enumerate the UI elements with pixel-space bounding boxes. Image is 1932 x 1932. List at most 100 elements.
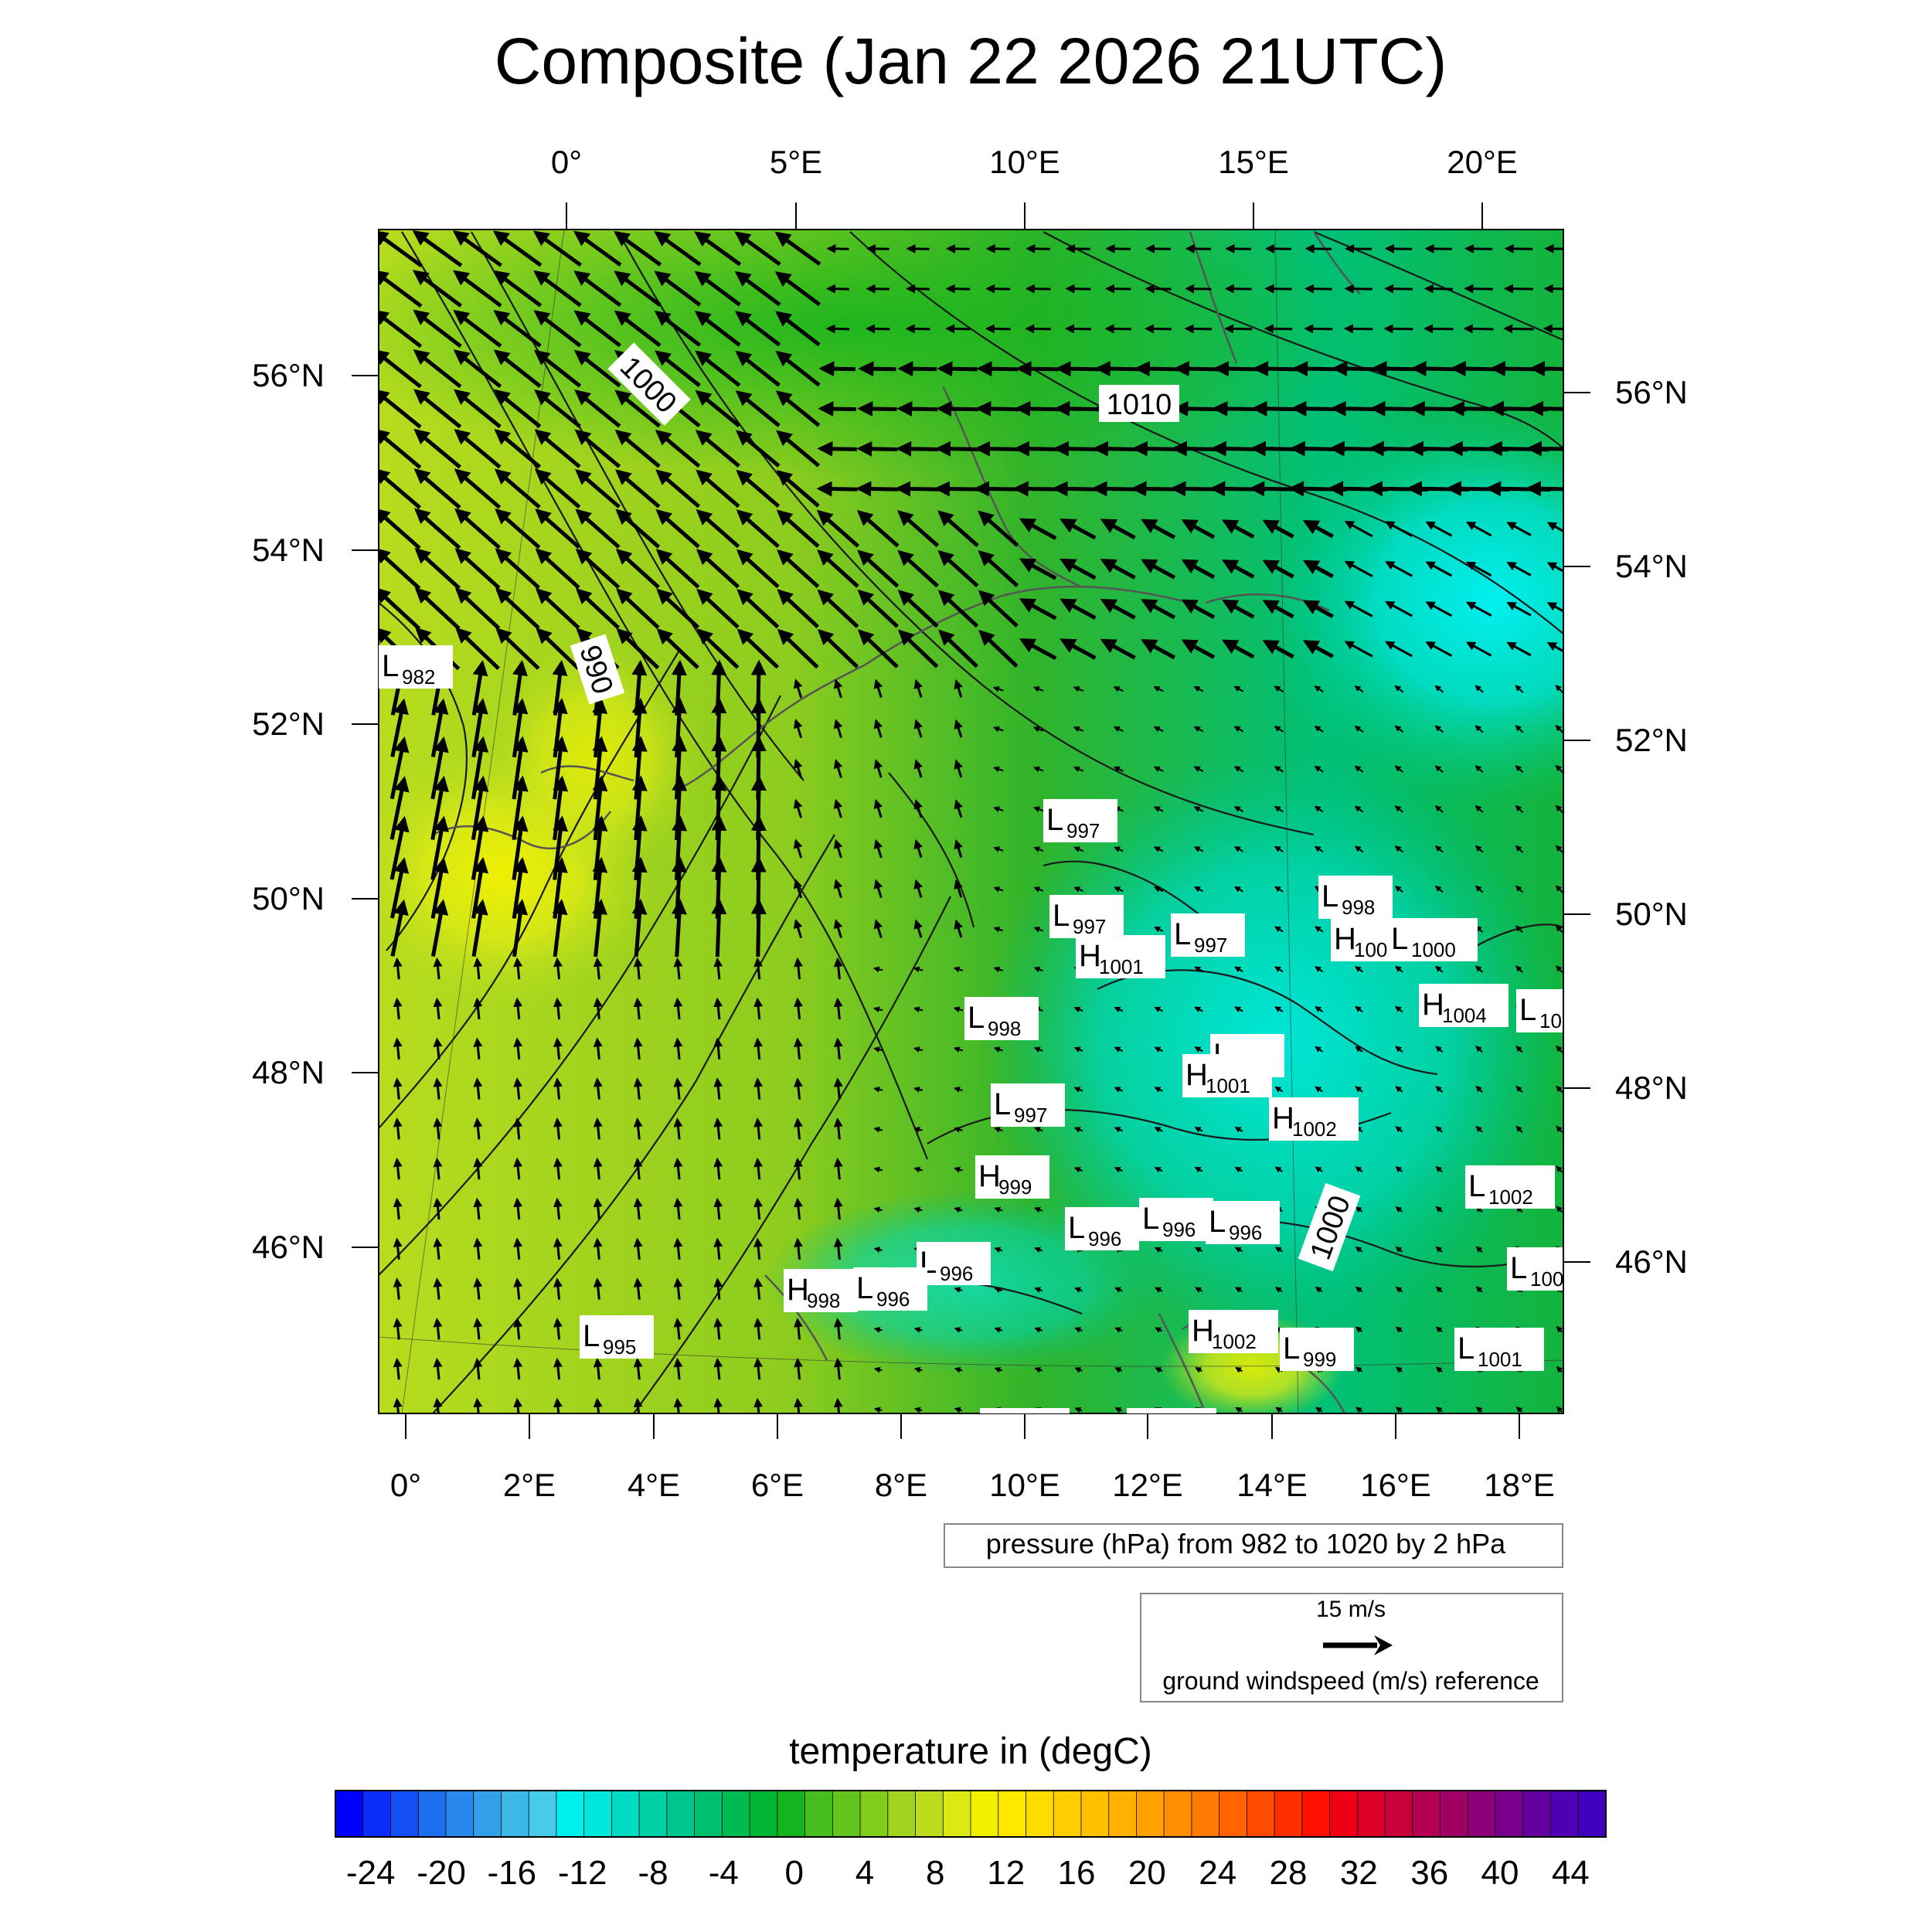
wind-vector	[753, 1117, 764, 1140]
wind-vector	[1194, 1006, 1203, 1013]
wind-vector	[753, 1197, 764, 1220]
wind-vector	[913, 1126, 923, 1133]
wind-vector	[655, 350, 701, 387]
colorbar-cell	[666, 1791, 696, 1837]
colorbar-cell	[1026, 1791, 1054, 1837]
pressure-center-box	[964, 997, 1039, 1040]
wind-vector	[913, 799, 923, 818]
wind-vector	[1113, 766, 1124, 773]
wind-vector	[1435, 1246, 1443, 1253]
wind-vector	[895, 481, 940, 497]
pressure-center-value: 1002	[1212, 1330, 1257, 1353]
wind-vector	[775, 390, 821, 427]
wind-vector	[936, 401, 978, 417]
wind-vector	[513, 1357, 523, 1380]
wind-vector	[954, 679, 963, 698]
pressure-center-value: 1002	[1150, 1428, 1195, 1451]
wind-vector	[1114, 886, 1124, 893]
wind-vector	[1354, 765, 1364, 773]
wind-vector	[1019, 598, 1057, 621]
wind-vector	[473, 1197, 483, 1220]
wind-vector	[593, 1197, 603, 1220]
wind-vector	[934, 481, 981, 497]
wind-vector	[633, 1077, 643, 1100]
pressure-info-box: pressure (hPa) from 982 to 1020 by 2 hPa	[944, 1523, 1563, 1568]
wind-vector	[1034, 1247, 1043, 1253]
pressure-center-type: L	[382, 649, 399, 683]
wind-vector	[954, 1287, 963, 1293]
left-lat-label: 54°N	[252, 532, 325, 568]
wind-vector	[825, 324, 850, 334]
wind-vector	[454, 548, 501, 590]
wind-vector	[1073, 1006, 1083, 1013]
wind-vector	[1504, 284, 1533, 294]
wind-vector	[1395, 1366, 1403, 1373]
wind-reference-speed: 15 m/s	[1316, 1597, 1386, 1622]
left-lat-label: 46°N	[252, 1229, 325, 1265]
wind-vector	[573, 310, 621, 348]
wind-vector	[1434, 725, 1444, 733]
colorbar-tick-label: 16	[1058, 1854, 1096, 1892]
wind-vector	[575, 548, 621, 590]
wind-vector	[513, 997, 523, 1020]
wind-vector	[393, 1077, 403, 1100]
wind-vector	[379, 468, 422, 509]
left-lat-label: 48°N	[252, 1054, 325, 1090]
wind-vector	[1395, 965, 1403, 973]
pressure-center-value: 1004	[1442, 1004, 1487, 1027]
wind-vector	[793, 719, 803, 739]
wind-vector	[1233, 806, 1244, 812]
wind-vector	[1314, 845, 1324, 853]
wind-vector	[873, 1366, 883, 1373]
pressure-center-value: 997	[1014, 1104, 1047, 1127]
wind-vector	[793, 1157, 803, 1180]
pressure-center-value: 998	[807, 1289, 840, 1312]
wind-vector	[975, 440, 1020, 457]
wind-vector	[1556, 1165, 1563, 1173]
wind-vector	[413, 389, 462, 429]
wind-vector	[1395, 1206, 1403, 1213]
wind-vector	[1315, 1086, 1323, 1093]
colorbar-tick-label: 36	[1410, 1854, 1448, 1892]
wind-vector	[494, 389, 542, 428]
pressure-center-box	[580, 1315, 654, 1359]
pressure-center-box	[1516, 989, 1563, 1032]
wind-vector	[905, 324, 930, 334]
wind-vector	[993, 1127, 1003, 1133]
wind-vector	[1555, 925, 1563, 934]
colorbar-cell	[390, 1791, 419, 1837]
wind-vector	[1073, 1046, 1083, 1053]
wind-vector	[1100, 519, 1136, 539]
wind-vector	[593, 1077, 603, 1100]
wind-vector	[818, 401, 856, 417]
wind-vector	[953, 966, 964, 973]
wind-reference-arrowhead	[1374, 1635, 1393, 1655]
wind-vector	[938, 629, 978, 668]
wind-vector	[1434, 685, 1444, 693]
wind-vector	[1556, 1325, 1563, 1333]
wind-vector	[1435, 1406, 1443, 1413]
wind-vector	[1515, 1085, 1523, 1094]
wind-vector	[393, 957, 403, 980]
wind-vector	[1014, 440, 1061, 457]
wind-vector	[713, 957, 723, 980]
pressure-center-box	[1507, 1247, 1563, 1291]
colorbar-tick-label: 44	[1552, 1854, 1590, 1892]
wind-vector	[473, 997, 483, 1020]
wind-vector	[1506, 601, 1532, 617]
wind-vector	[1019, 518, 1057, 540]
wind-vector	[906, 284, 930, 294]
wind-vector	[1314, 726, 1324, 733]
wind-vector	[1065, 284, 1091, 294]
wind-vector	[1354, 725, 1364, 733]
colorbar-cell	[362, 1791, 392, 1837]
pressure-center-type: H	[1079, 939, 1101, 973]
wind-vector	[1475, 1125, 1483, 1133]
wind-vector	[1234, 1287, 1243, 1293]
wind-vector	[913, 1087, 923, 1093]
colorbar-cell	[1219, 1791, 1247, 1837]
